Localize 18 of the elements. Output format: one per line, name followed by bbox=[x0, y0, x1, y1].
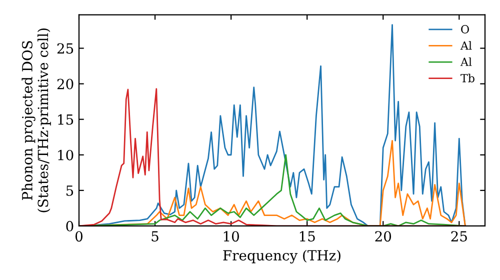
y-tick-label: 25 bbox=[57, 43, 74, 54]
x-tick-label: 15 bbox=[300, 231, 315, 242]
legend-label: Al bbox=[460, 57, 472, 66]
y-tick-label: 15 bbox=[58, 114, 74, 125]
x-tick-label: 10 bbox=[224, 231, 239, 242]
x-tick-label: 25 bbox=[451, 231, 467, 242]
x-tick-label: 20 bbox=[375, 231, 392, 242]
y-tick-label: 10 bbox=[58, 150, 74, 160]
y-axis-title: Phonon projected DOS (States/THz·primitive cell) bbox=[22, 28, 51, 212]
y-tick-label: 20 bbox=[57, 78, 74, 90]
x-tick-label: 5 bbox=[152, 231, 158, 242]
x-tick-label: 0 bbox=[75, 231, 82, 242]
y-tick-label: 5 bbox=[66, 186, 74, 196]
y-tick-label: 0 bbox=[66, 220, 74, 232]
legend-label: Al bbox=[460, 41, 472, 50]
x-axis-title: Frequency (THz) bbox=[223, 250, 340, 264]
legend-label: Tb bbox=[460, 74, 474, 82]
legend-label: O bbox=[461, 25, 469, 34]
